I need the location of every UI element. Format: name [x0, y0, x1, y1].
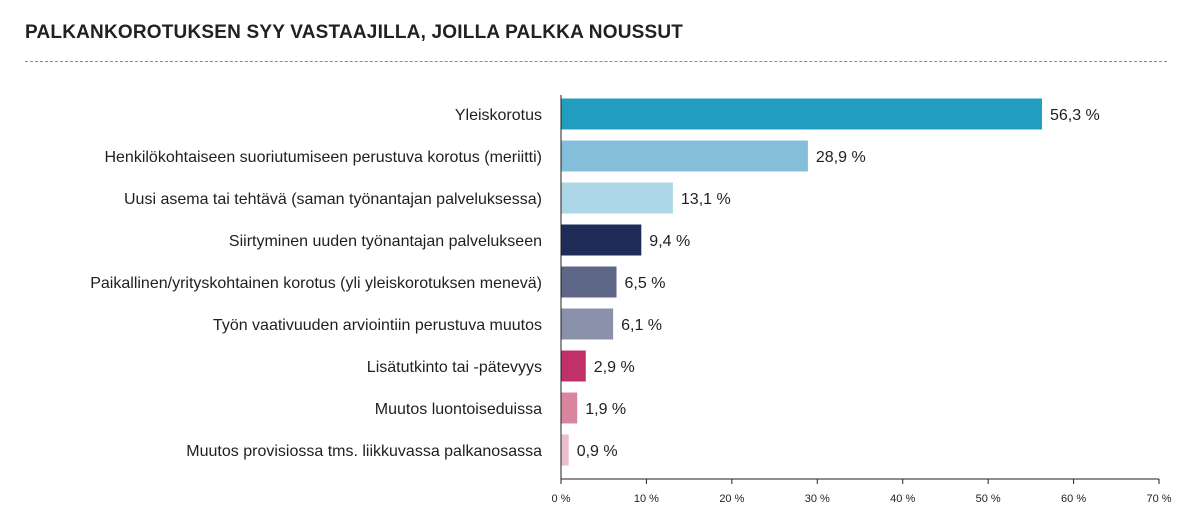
value-label: 6,5 %: [625, 275, 666, 292]
category-label: Muutos luontoiseduissa: [375, 401, 542, 418]
x-tick-label: 10 %: [634, 493, 659, 505]
x-tick-label: 0 %: [552, 493, 571, 505]
x-tick-label: 50 %: [976, 493, 1001, 505]
bar: [561, 434, 569, 466]
value-label: 6,1 %: [621, 317, 662, 334]
category-label: Uusi asema tai tehtävä (saman työnantaja…: [124, 191, 542, 208]
x-tick-label: 40 %: [890, 493, 915, 505]
value-label: 56,3 %: [1050, 107, 1100, 124]
x-tick-label: 70 %: [1146, 493, 1171, 505]
bar: [561, 182, 673, 214]
category-label: Henkilökohtaiseen suoriutumiseen perustu…: [104, 149, 542, 166]
value-label: 0,9 %: [577, 443, 618, 460]
value-label: 9,4 %: [649, 233, 690, 250]
bar: [561, 224, 642, 256]
category-label: Siirtyminen uuden työnantajan palvelukse…: [229, 233, 542, 250]
value-label: 1,9 %: [585, 401, 626, 418]
value-label: 28,9 %: [816, 149, 866, 166]
value-label: 13,1 %: [681, 191, 731, 208]
category-label: Työn vaativuuden arviointiin perustuva m…: [213, 317, 542, 334]
value-label: 2,9 %: [594, 359, 635, 376]
bar: [561, 308, 614, 340]
category-label: Lisätutkinto tai -pätevyys: [367, 359, 542, 376]
x-tick-label: 60 %: [1061, 493, 1086, 505]
bar: [561, 98, 1042, 130]
bar: [561, 266, 617, 298]
x-tick-label: 30 %: [805, 493, 830, 505]
category-label: Muutos provisiossa tms. liikkuvassa palk…: [186, 443, 542, 460]
chart-title: PALKANKOROTUKSEN SYY VASTAAJILLA, JOILLA…: [25, 22, 684, 43]
category-label: Yleiskorotus: [455, 107, 542, 124]
title-divider: [25, 61, 1167, 62]
bar: [561, 392, 578, 424]
x-tick-label: 20 %: [719, 493, 744, 505]
category-label: Paikallinen/yrityskohtainen korotus (yli…: [90, 275, 542, 292]
bar: [561, 140, 808, 172]
bar: [561, 350, 586, 382]
